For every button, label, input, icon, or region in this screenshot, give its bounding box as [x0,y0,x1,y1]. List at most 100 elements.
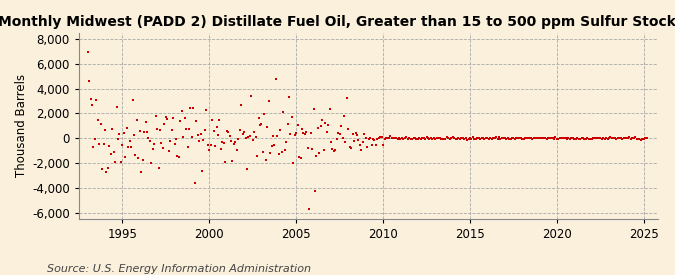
Point [504,136,514,141]
Point [257,150,268,154]
Point [263,99,274,103]
Point [234,128,245,132]
Point [327,147,338,152]
Point [375,134,385,139]
Point [559,136,570,140]
Point [473,135,484,140]
Point [421,135,432,139]
Point [198,138,209,142]
Point [227,158,238,163]
Point [100,128,111,132]
Point [520,136,531,140]
Point [95,122,106,126]
Point [433,136,443,140]
Point [176,109,187,114]
Point [247,138,258,142]
Point [296,127,307,131]
Point [495,137,506,142]
Point [456,136,466,140]
Point [232,148,242,152]
Point [412,137,423,141]
Point [602,137,613,141]
Point [388,136,399,140]
Point [592,136,603,140]
Point [311,154,322,158]
Point [104,144,115,148]
Point [223,130,234,134]
Point [230,140,241,145]
Point [144,139,155,143]
Point [353,137,364,142]
Point [566,136,576,140]
Point [200,128,211,132]
Point [172,154,183,158]
Point [618,136,629,141]
Point [115,160,126,164]
Point [530,136,541,141]
Point [554,136,565,140]
Point [500,136,510,140]
Point [167,116,178,120]
Point [373,136,384,141]
Point [82,49,93,54]
Point [217,140,227,144]
Point [259,112,270,116]
Point [369,138,380,142]
Point [463,137,474,141]
Point [591,135,601,140]
Point [136,170,146,174]
Point [292,123,303,127]
Point [563,136,574,141]
Point [201,108,212,112]
Point [603,136,614,140]
Point [485,136,495,141]
Point [126,144,136,149]
Point [437,136,448,141]
Text: Source: U.S. Energy Information Administration: Source: U.S. Energy Information Administ… [47,264,311,274]
Point [173,155,184,160]
Point [143,135,154,140]
Point [368,137,379,141]
Point [599,136,610,141]
Point [243,135,254,139]
Point [118,131,129,135]
Point [192,132,203,137]
Point [302,146,313,150]
Point [416,136,427,141]
Point [233,137,244,142]
Point [262,125,273,130]
Point [508,136,519,140]
Point [244,134,255,138]
Point [464,136,475,141]
Point [507,136,518,140]
Point [462,138,472,142]
Point [356,148,367,152]
Point [468,135,479,140]
Point [337,136,348,140]
Point [404,136,414,140]
Point [275,127,286,132]
Point [157,146,168,150]
Point [434,136,445,140]
Point [331,137,342,141]
Point [224,134,235,139]
Point [406,136,417,141]
Point [211,125,222,130]
Point [534,136,545,140]
Point [424,137,435,142]
Point [572,136,583,140]
Point [452,136,462,141]
Point [308,106,319,111]
Point [558,136,568,140]
Point [281,140,292,145]
Point [97,167,107,171]
Point [469,137,480,141]
Point [453,135,464,140]
Point [276,150,287,154]
Point [411,137,422,141]
Point [405,137,416,141]
Point [85,96,96,101]
Point [137,158,148,163]
Point [527,136,538,141]
Point [637,136,648,141]
